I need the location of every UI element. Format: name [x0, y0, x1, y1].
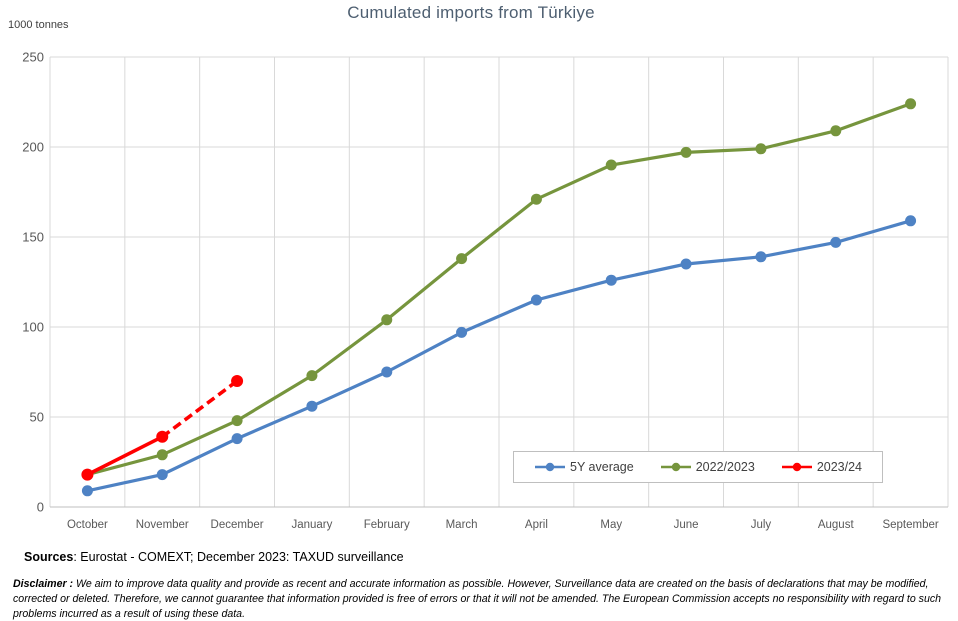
line-marker-icon	[535, 462, 565, 472]
series-point	[830, 125, 842, 137]
series-point	[306, 400, 318, 412]
legend-item-5y-average: 5Y average	[534, 460, 634, 474]
series-point	[381, 314, 393, 326]
x-tick-label: October	[67, 519, 108, 531]
x-tick-label: June	[674, 519, 699, 531]
series-point	[156, 449, 168, 461]
disclaimer-label: Disclaimer :	[13, 578, 74, 590]
line-marker-icon	[660, 462, 691, 472]
series-point	[605, 159, 617, 171]
legend-label: 2022/2023	[695, 460, 755, 474]
legend-item-2022-2023: 2022/2023	[660, 460, 755, 474]
y-tick-label: 200	[22, 140, 44, 155]
legend-label: 2023/24	[816, 460, 862, 474]
x-tick-label: September	[882, 519, 938, 531]
sources-label: Sources	[24, 550, 74, 564]
series-line-solid	[86, 435, 164, 477]
series-point	[530, 294, 542, 306]
x-tick-label: December	[211, 519, 264, 531]
series-point	[905, 98, 917, 110]
x-tick-label: February	[364, 519, 410, 531]
series-point	[830, 236, 842, 248]
y-axis-units-label: 1000 tonnes	[8, 19, 69, 31]
series-point	[680, 146, 692, 158]
series-line-dashed	[161, 379, 239, 439]
series-point	[456, 253, 468, 265]
line-chart: 0 50 100 150 200 250 October November December Ja…	[22, 50, 949, 531]
series-point	[156, 430, 169, 443]
chart-title: Cumulated imports from Türkiye	[347, 3, 595, 22]
series-point	[231, 433, 243, 445]
y-tick-label: 100	[22, 320, 44, 335]
x-tick-label: January	[291, 519, 332, 531]
sources-text: : Eurostat - COMEXT; December 2023: TAXU…	[73, 550, 404, 564]
series-point	[680, 258, 692, 270]
y-tick-label: 250	[22, 50, 44, 65]
disclaimer-text: We aim to improve data quality and provi…	[13, 578, 942, 620]
sources-note: Sources: Eurostat - COMEXT; December 202…	[24, 550, 404, 564]
y-tick-label: 0	[37, 500, 44, 515]
series-point	[605, 274, 617, 286]
series-point	[306, 370, 318, 382]
chart-legend: 5Y average 2022/2023 2023/24	[513, 451, 883, 483]
series-point	[755, 143, 767, 155]
series-point	[381, 366, 393, 378]
series-line	[87, 219, 912, 493]
series-point	[231, 375, 244, 387]
line-marker-icon	[781, 462, 812, 472]
disclaimer: Disclaimer : We aim to improve data qual…	[13, 577, 947, 621]
x-tick-label: July	[751, 519, 772, 531]
series-line	[87, 102, 912, 477]
legend-item-2023-24: 2023/24	[781, 460, 862, 474]
x-tick-label: August	[818, 519, 855, 531]
y-tick-label: 150	[22, 230, 44, 245]
series-point	[456, 326, 468, 338]
series-point	[231, 415, 243, 427]
series-point	[755, 251, 767, 263]
x-tick-label: April	[525, 519, 548, 531]
x-tick-label: March	[446, 519, 478, 531]
series-point	[81, 485, 93, 497]
x-tick-label: November	[136, 519, 189, 531]
series-point	[81, 468, 94, 481]
series-point	[905, 215, 917, 227]
series-point	[530, 193, 542, 205]
legend-label: 5Y average	[570, 460, 634, 474]
y-tick-label: 50	[30, 410, 44, 425]
x-tick-label: May	[600, 519, 622, 531]
series-point	[156, 469, 168, 481]
